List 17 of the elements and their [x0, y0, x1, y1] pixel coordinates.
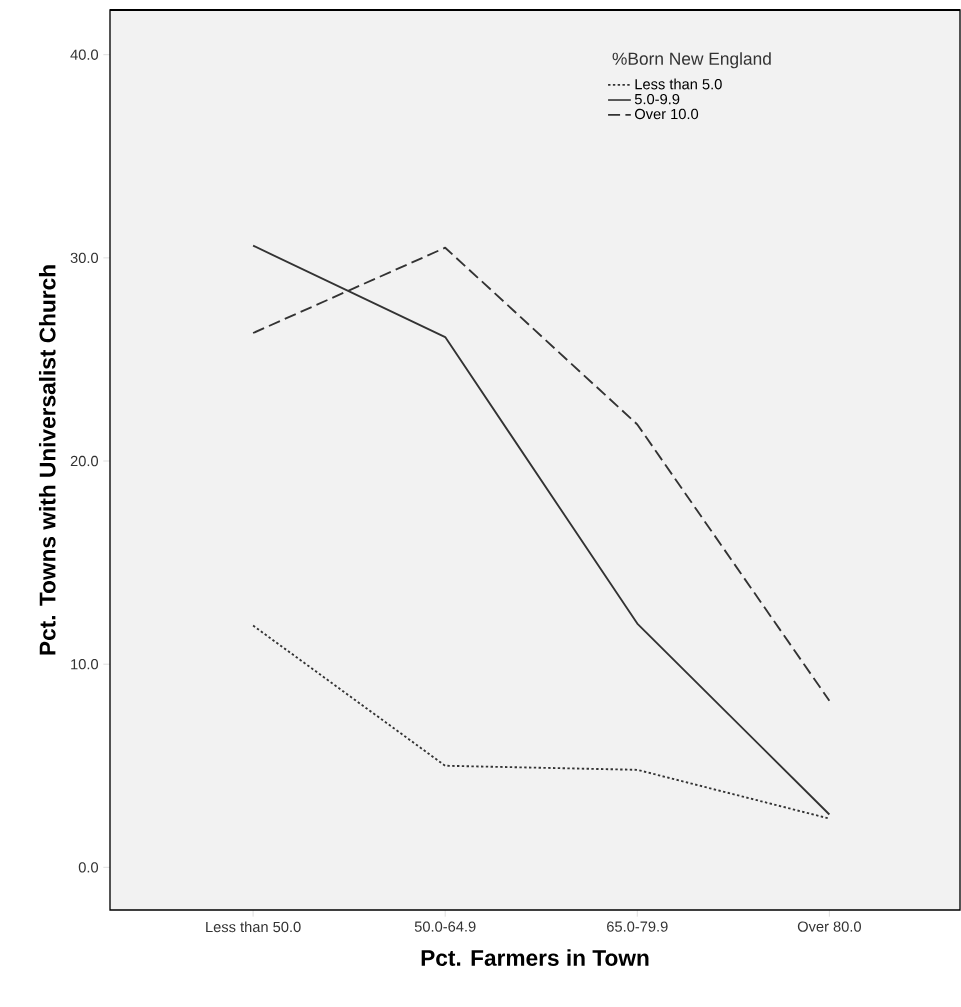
x-axis-title: Pct. Farmers in Town: [421, 949, 649, 966]
legend-label: 5.0-9.9: [634, 93, 680, 105]
x-tick-label: Less than 50.0: [206, 921, 301, 933]
y-tick-label: 0.0: [78, 862, 99, 873]
legend-title: %Born New England: [612, 52, 771, 69]
x-tick-label: Over 80.0: [797, 921, 861, 932]
y-tick-label: 20.0: [70, 455, 99, 467]
x-tick-label: 50.0-64.9: [414, 921, 476, 932]
y-tick-label: 10.0: [71, 659, 99, 670]
y-tick-label: 40.0: [70, 49, 99, 60]
y-axis-title: Pct. Towns with Universalist Church: [38, 265, 56, 655]
legend-label: Over 10.0: [634, 108, 699, 120]
line-series: [252, 624, 831, 820]
x-tick-label: 65.0-79.9: [607, 921, 668, 932]
legend-label: Less than 5.0: [635, 78, 722, 90]
y-tick-label: 30.0: [70, 252, 99, 264]
line-series: [252, 244, 831, 816]
